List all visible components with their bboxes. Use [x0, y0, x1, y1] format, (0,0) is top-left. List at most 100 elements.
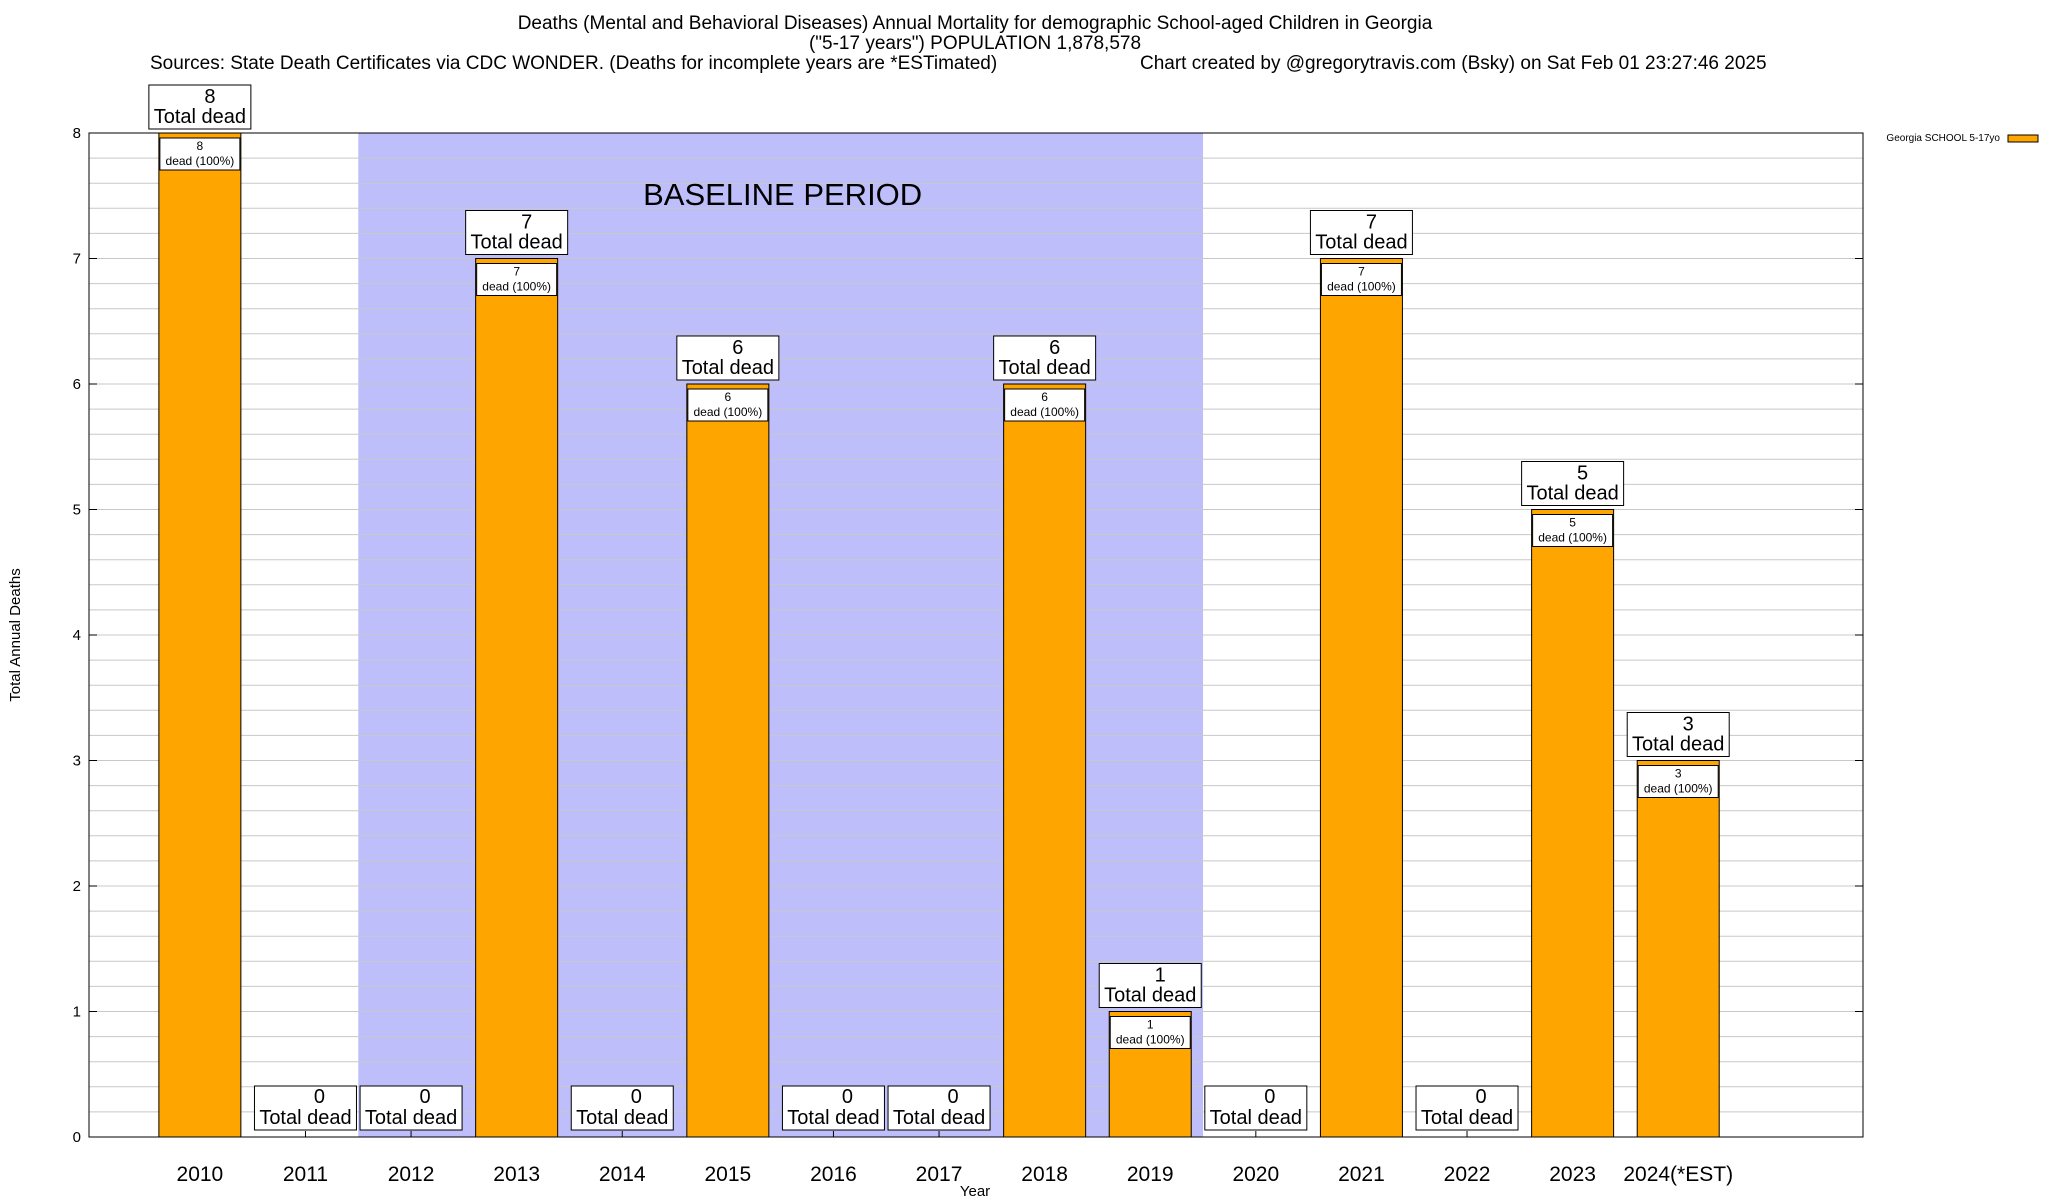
x-tick-label: 2012 — [388, 1163, 435, 1186]
x-tick-label: 2018 — [1021, 1163, 1068, 1186]
y-tick-label: 2 — [73, 878, 81, 895]
total-label-text: Total dead — [787, 1107, 879, 1129]
bar — [686, 383, 770, 1138]
inner-label-box — [1320, 263, 1402, 296]
total-label-box — [887, 1085, 991, 1131]
inner-label-text: dead (100%) — [1327, 280, 1396, 294]
inner-label-box — [687, 388, 769, 422]
inner-label-box — [1532, 514, 1614, 547]
total-label-value: 7 — [1366, 212, 1377, 234]
plot-frame — [88, 132, 1864, 1138]
total-label-text: Total dead — [1315, 232, 1407, 254]
bar — [158, 132, 242, 1138]
inner-label-box — [1004, 388, 1086, 422]
total-label-text: Total dead — [471, 232, 563, 254]
total-label-value: 0 — [1264, 1086, 1275, 1108]
chart-title: Deaths (Mental and Behavioral Diseases) … — [517, 13, 1433, 34]
x-tick-label: 2022 — [1444, 1163, 1491, 1186]
total-label-text: Total dead — [682, 357, 774, 379]
inner-label-text: dead (100%) — [482, 280, 551, 294]
x-tick-label: 2015 — [704, 1163, 751, 1186]
bar — [1531, 509, 1615, 1138]
total-label-box — [253, 1085, 357, 1131]
y-tick-label: 8 — [73, 125, 81, 142]
chart-sources: Sources: State Death Certificates via CD… — [150, 53, 998, 74]
inner-label-text: dead (100%) — [1010, 405, 1079, 419]
inner-label-value: 1 — [1147, 1018, 1154, 1032]
total-label-value: 3 — [1683, 714, 1694, 736]
total-label-text: Total dead — [365, 1107, 457, 1129]
total-label-text: Total dead — [1104, 985, 1196, 1007]
baseline-label: BASELINE PERIOD — [643, 177, 922, 212]
total-label-value: 6 — [1049, 337, 1060, 359]
total-label-text: Total dead — [259, 1107, 351, 1129]
total-label-box — [781, 1085, 885, 1131]
total-label-box — [1415, 1085, 1519, 1131]
total-label-value: 1 — [1155, 965, 1166, 987]
total-label-text: Total dead — [893, 1107, 985, 1129]
total-label-value: 8 — [204, 86, 215, 108]
y-tick-label: 6 — [73, 376, 81, 393]
inner-label-text: dead (100%) — [1538, 531, 1607, 545]
total-label-value: 7 — [521, 212, 532, 234]
inner-label-text: dead (100%) — [166, 154, 235, 168]
total-label-box — [1521, 461, 1625, 506]
y-tick-label: 7 — [73, 251, 81, 268]
total-label-box — [1098, 963, 1202, 1008]
total-label-box — [1309, 210, 1413, 255]
x-tick-label: 2021 — [1338, 1163, 1385, 1186]
inner-label-text: dead (100%) — [693, 405, 762, 419]
x-tick-label: 2017 — [916, 1163, 963, 1186]
inner-label-box — [159, 137, 241, 171]
x-tick-label: 2023 — [1549, 1163, 1596, 1186]
x-tick-label: 2019 — [1127, 1163, 1174, 1186]
inner-label-value: 3 — [1675, 767, 1682, 781]
total-label-value: 5 — [1577, 463, 1588, 485]
total-label-box — [570, 1085, 674, 1131]
x-tick-label: 2013 — [493, 1163, 540, 1186]
total-label-value: 0 — [842, 1086, 853, 1108]
chart-subtitle: ("5-17 years") POPULATION 1,878,578 — [808, 33, 1142, 54]
total-label-value: 0 — [420, 1086, 431, 1108]
x-tick-label: 2020 — [1232, 1163, 1279, 1186]
total-label-box — [993, 335, 1097, 381]
total-label-box — [148, 84, 252, 130]
total-label-text: Total dead — [576, 1107, 668, 1129]
legend-label: Georgia SCHOOL 5-17yo — [1886, 133, 2000, 144]
total-label-text: Total dead — [1210, 1107, 1302, 1129]
inner-label-value: 7 — [513, 265, 520, 279]
bar — [475, 258, 559, 1138]
x-axis-label: Year — [960, 1183, 990, 1200]
total-label-value: 0 — [314, 1086, 325, 1108]
total-label-text: Total dead — [1632, 734, 1724, 756]
bar — [1636, 760, 1720, 1138]
total-label-text: Total dead — [1526, 483, 1618, 505]
x-tick-label: 2016 — [810, 1163, 857, 1186]
y-tick-label: 4 — [73, 627, 81, 644]
inner-label-text: dead (100%) — [1116, 1033, 1185, 1047]
inner-label-value: 5 — [1569, 516, 1576, 530]
inner-label-value: 6 — [1041, 390, 1048, 404]
inner-label-value: 6 — [725, 390, 732, 404]
x-tick-label: 2010 — [177, 1163, 224, 1186]
x-tick-label: 2014 — [599, 1163, 646, 1186]
bar — [1319, 258, 1403, 1138]
total-label-value: 0 — [631, 1086, 642, 1108]
total-label-box — [1204, 1085, 1308, 1131]
total-label-text: Total dead — [998, 357, 1090, 379]
x-tick-label: 2024(*EST) — [1623, 1163, 1733, 1186]
y-axis-label: Total Annual Deaths — [7, 568, 24, 701]
y-tick-label: 1 — [73, 1004, 81, 1021]
total-label-box — [465, 210, 569, 255]
inner-label-box — [476, 263, 558, 296]
total-label-text: Total dead — [1421, 1107, 1513, 1129]
inner-label-box — [1109, 1016, 1191, 1049]
total-label-box — [676, 335, 780, 381]
chart-credit: Chart created by @gregorytravis.com (Bsk… — [1140, 53, 1767, 74]
y-tick-label: 5 — [73, 502, 81, 519]
y-tick-label: 0 — [73, 1129, 81, 1146]
inner-label-value: 8 — [197, 139, 204, 153]
y-tick-label: 3 — [73, 753, 81, 770]
